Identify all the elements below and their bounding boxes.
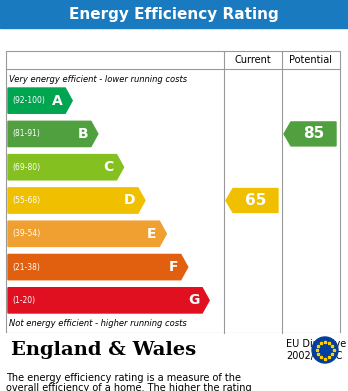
Text: A: A — [52, 93, 62, 108]
Polygon shape — [8, 188, 145, 213]
Text: (1-20): (1-20) — [12, 296, 35, 305]
Polygon shape — [8, 221, 166, 246]
Text: Current: Current — [235, 55, 271, 65]
Text: F: F — [168, 260, 178, 274]
Text: (69-80): (69-80) — [12, 163, 40, 172]
Text: (39-54): (39-54) — [12, 229, 40, 238]
Text: Energy Efficiency Rating: Energy Efficiency Rating — [69, 7, 279, 22]
Polygon shape — [8, 288, 209, 313]
Circle shape — [312, 337, 338, 363]
Text: (81-91): (81-91) — [12, 129, 40, 138]
Text: EU Directive: EU Directive — [286, 339, 346, 349]
Polygon shape — [8, 88, 72, 113]
Text: (55-68): (55-68) — [12, 196, 40, 205]
Text: overall efficiency of a home. The higher the rating: overall efficiency of a home. The higher… — [6, 383, 252, 391]
Text: England & Wales: England & Wales — [11, 341, 196, 359]
Text: E: E — [147, 227, 156, 241]
Text: Potential: Potential — [290, 55, 332, 65]
Bar — [6, 333, 340, 367]
Bar — [6, 51, 340, 333]
Text: 2002/91/EC: 2002/91/EC — [286, 351, 342, 361]
Text: Not energy efficient - higher running costs: Not energy efficient - higher running co… — [9, 319, 187, 328]
Text: 85: 85 — [303, 126, 324, 142]
Text: 65: 65 — [245, 193, 266, 208]
Polygon shape — [226, 188, 278, 212]
Text: G: G — [188, 293, 199, 307]
Polygon shape — [8, 154, 124, 180]
Text: D: D — [124, 194, 135, 208]
Text: B: B — [77, 127, 88, 141]
Text: (21-38): (21-38) — [12, 263, 40, 272]
Polygon shape — [8, 121, 98, 147]
Text: The energy efficiency rating is a measure of the: The energy efficiency rating is a measur… — [6, 373, 241, 383]
Polygon shape — [8, 255, 188, 280]
Text: Very energy efficient - lower running costs: Very energy efficient - lower running co… — [9, 75, 187, 84]
Text: C: C — [103, 160, 113, 174]
Polygon shape — [284, 122, 336, 146]
Bar — [0, 0, 348, 28]
Text: (92-100): (92-100) — [12, 96, 45, 105]
